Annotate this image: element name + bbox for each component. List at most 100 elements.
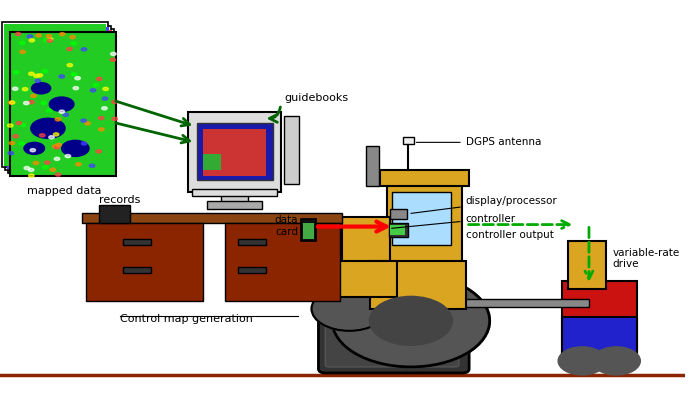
Bar [393,192,450,245]
FancyArrowPatch shape [318,222,386,231]
Circle shape [20,50,25,53]
Circle shape [97,77,102,81]
Circle shape [24,101,29,105]
Text: controller output: controller output [466,230,554,239]
Circle shape [24,142,44,154]
Circle shape [31,83,51,94]
Circle shape [30,149,35,152]
Bar [238,239,265,245]
Circle shape [558,347,606,375]
Circle shape [28,168,34,172]
Bar [85,223,203,301]
Text: variable-rate
drive: variable-rate drive [612,248,680,269]
Circle shape [47,38,53,41]
Bar [123,267,151,273]
Circle shape [28,72,34,75]
Circle shape [67,63,72,67]
Bar [238,267,265,273]
Circle shape [13,71,19,74]
Bar [391,209,407,219]
Circle shape [28,101,34,104]
Circle shape [90,164,95,167]
Circle shape [44,161,50,164]
Circle shape [370,297,452,345]
Circle shape [8,152,13,155]
Circle shape [28,174,34,177]
Bar [459,299,589,307]
Circle shape [35,79,40,82]
Circle shape [59,75,65,78]
Circle shape [76,163,81,166]
FancyBboxPatch shape [318,317,469,373]
Circle shape [27,35,33,38]
Circle shape [110,58,115,61]
Bar [197,123,272,180]
Circle shape [40,134,45,137]
Circle shape [42,69,47,73]
Circle shape [43,39,49,42]
Circle shape [81,142,87,145]
Circle shape [112,100,117,103]
Circle shape [56,143,61,146]
Text: records: records [99,194,140,205]
Circle shape [71,42,76,45]
Circle shape [101,107,107,110]
Circle shape [332,275,490,367]
Circle shape [47,109,52,112]
Circle shape [96,150,101,153]
FancyArrowPatch shape [270,107,280,122]
Circle shape [73,87,79,90]
Circle shape [111,52,116,55]
Bar [387,180,462,269]
Circle shape [29,39,35,42]
FancyArrowPatch shape [115,101,190,126]
Bar [562,281,637,353]
Circle shape [34,74,39,77]
Bar [343,217,391,269]
Circle shape [9,142,15,145]
Circle shape [36,34,41,37]
Circle shape [49,97,74,111]
Text: DGPS antenna: DGPS antenna [416,138,541,147]
Bar [225,223,340,301]
Circle shape [54,146,60,149]
Bar [204,154,220,170]
FancyArrowPatch shape [115,123,190,143]
Circle shape [42,166,48,169]
Circle shape [103,87,108,91]
Text: mapped data: mapped data [27,186,102,196]
Circle shape [59,110,65,113]
Circle shape [63,113,69,116]
Text: display/processor: display/processor [411,196,557,213]
Bar [10,30,112,172]
Circle shape [49,136,54,139]
Circle shape [54,133,59,136]
Bar [5,26,111,170]
Bar [99,205,130,223]
Bar [221,190,248,203]
Bar [204,129,265,176]
Circle shape [20,124,26,127]
Text: guidebooks: guidebooks [284,93,348,103]
Circle shape [75,77,81,80]
Bar [304,223,314,239]
Circle shape [15,32,21,36]
Circle shape [93,83,99,87]
Circle shape [9,101,15,104]
Circle shape [8,124,13,127]
Bar [370,261,466,309]
Circle shape [90,89,96,92]
Circle shape [16,122,22,125]
Bar [380,170,469,186]
Bar [562,317,637,353]
Circle shape [19,41,25,45]
Circle shape [592,347,640,375]
Circle shape [65,154,71,158]
Bar [329,261,398,297]
Bar [402,137,414,144]
Circle shape [85,122,90,125]
Bar [391,225,405,235]
FancyBboxPatch shape [325,323,459,367]
Bar [302,219,316,241]
Bar [10,32,117,176]
